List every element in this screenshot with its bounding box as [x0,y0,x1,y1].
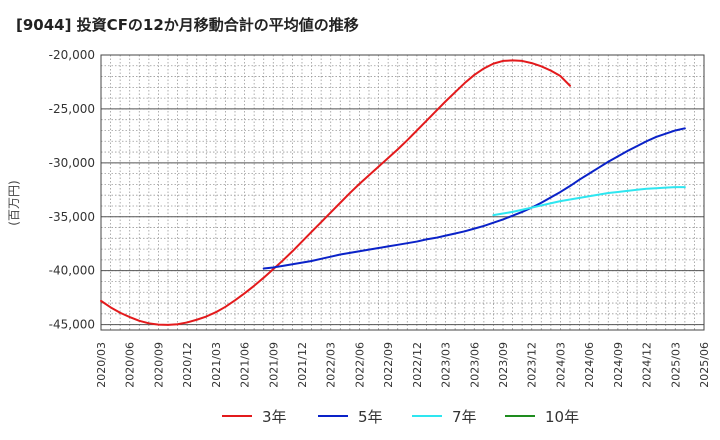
x-tick-label: 2021/06 [239,342,252,388]
legend-swatch-10y [505,415,535,417]
legend-label-3y: 3年 [262,407,287,426]
y-tick-label: -30,000 [49,156,95,170]
x-tick-label: 2023/03 [440,342,453,388]
grid-layer [100,54,705,330]
series-line-7y [492,186,686,217]
plot-frame [100,54,705,331]
x-tick-label: 2023/12 [526,342,539,388]
x-tick-label: 2025/03 [669,342,682,388]
y-tick-label: -45,000 [49,318,95,332]
legend-swatch-7y [412,415,442,417]
x-tick-label: 2024/06 [583,342,596,388]
x-tick-label: 2020/03 [95,342,108,388]
legend-item-5y: 5年 [318,404,383,428]
x-tick-label: 2021/09 [267,342,280,388]
series-layer [100,59,686,326]
plot-area [101,55,704,330]
x-tick-label: 2023/06 [468,342,481,388]
axis-layer: -20,000 -25,000 -30,000 -35,000 -40,000 -45,0… [49,48,711,388]
x-tick-label: 2022/09 [382,342,395,388]
legend-item-7y: 7年 [412,404,477,428]
x-tick-label: 2025/06 [698,342,711,388]
x-tick-label: 2024/03 [554,342,567,388]
series-line-3y [100,59,571,326]
legend-item-10y: 10年 [505,404,579,428]
x-tick-label: 2021/12 [296,342,309,388]
x-tick-label: 2020/12 [181,342,194,388]
x-tick-label: 2020/06 [124,342,137,388]
chart-title: [9044] 投資CFの12か月移動合計の平均値の推移 [16,16,359,34]
legend-swatch-3y [222,415,252,417]
y-tick-label: -35,000 [49,210,95,224]
y-tick-label: -40,000 [49,264,95,278]
legend-item-3y: 3年 [222,404,287,428]
y-axis-label: (百万円) [7,180,21,225]
y-tick-label: -25,000 [49,102,95,116]
y-tick-label: -20,000 [49,48,95,62]
x-tick-label: 2024/09 [612,342,625,388]
x-tick-label: 2021/03 [210,342,223,388]
x-tick-label: 2022/12 [411,342,424,388]
legend-label-7y: 7年 [452,407,477,426]
x-tick-label: 2023/09 [497,342,510,388]
legend-swatch-5y [318,415,348,417]
x-tick-label: 2020/09 [152,342,165,388]
x-tick-label: 2022/06 [353,342,366,388]
legend-label-5y: 5年 [358,407,383,426]
series-line-5y [262,127,686,270]
x-tick-label: 2024/12 [641,342,654,388]
legend: 3年 5年 7年 10年 [0,404,720,428]
legend-label-10y: 10年 [545,407,580,426]
x-tick-label: 2022/03 [325,342,338,388]
